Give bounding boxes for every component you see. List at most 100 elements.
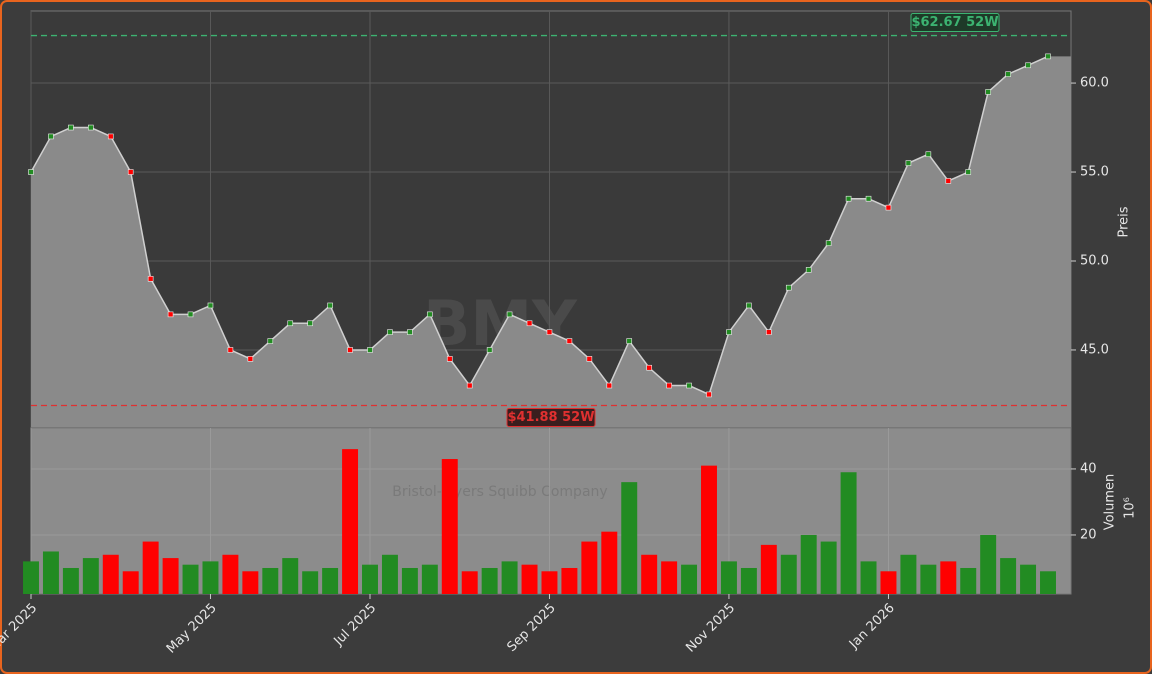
price-point [566, 338, 573, 344]
volume-bar [661, 561, 678, 594]
y-tick-label: 55.0 [1080, 165, 1109, 180]
price-point [68, 124, 74, 131]
volume-bar [162, 558, 179, 594]
price-point [486, 347, 493, 353]
y-axis-label: Preis [1117, 206, 1132, 237]
volume-bar [82, 558, 99, 594]
annotation: $41.88 52W [507, 410, 594, 425]
price-point [546, 329, 553, 335]
price-point [307, 320, 313, 327]
price-point [466, 382, 473, 389]
volume-bar [461, 571, 478, 594]
price-point [167, 311, 174, 318]
volume-bar [880, 571, 897, 594]
price-point [666, 382, 672, 389]
volume-bar [521, 564, 538, 594]
price-point [506, 311, 513, 318]
volume-bar [142, 541, 159, 594]
price-point [766, 329, 772, 335]
annotation-box [506, 407, 596, 427]
price-point [646, 364, 652, 371]
price-point [626, 338, 633, 344]
price-point [387, 329, 393, 335]
volume-bar [481, 567, 498, 594]
price-point [287, 320, 294, 327]
volume-bar [900, 554, 917, 594]
volume-bar [621, 482, 638, 594]
y-tick-label: 50.0 [1080, 253, 1109, 268]
volume-bar [780, 554, 797, 594]
price-point [427, 311, 433, 318]
price-point [446, 356, 453, 362]
price-point [726, 329, 732, 335]
price-point [845, 195, 852, 202]
volume-bar [1000, 558, 1017, 594]
volume-bar [441, 459, 458, 594]
volume-bar [860, 561, 877, 594]
volume-bar [381, 554, 398, 594]
price-point [207, 302, 214, 309]
price-point [885, 204, 892, 211]
volume-bar [561, 567, 578, 594]
price-point [347, 347, 353, 353]
volume-bar [202, 561, 219, 594]
volume-bar [242, 571, 259, 594]
y-tick-label: 40 [1080, 461, 1097, 476]
volume-bar [940, 561, 957, 594]
volume-bar [421, 564, 438, 594]
volume-bar [401, 567, 418, 594]
volume-bar [840, 472, 857, 594]
price-point [965, 169, 972, 175]
volume-bar [182, 564, 199, 594]
price-point [1025, 62, 1031, 69]
price-point [785, 284, 792, 291]
price-point [905, 160, 912, 166]
volume-bar [102, 554, 119, 594]
volume-bar [362, 564, 378, 594]
volume-bar [322, 567, 339, 594]
price-point [805, 267, 812, 273]
volume-bar [641, 554, 658, 594]
volume-bar [720, 561, 737, 594]
watermark-sub: Bristol-Myers Squibb Company [392, 484, 607, 500]
y2-axis-label: Volumen [1103, 474, 1118, 531]
price-point [945, 178, 952, 184]
volume-bar [960, 567, 977, 594]
price-point [147, 275, 154, 282]
price-point [227, 347, 234, 353]
volume-bar [302, 571, 319, 594]
volume-bar [1040, 571, 1056, 594]
volume-bar [342, 449, 359, 594]
price-point [107, 133, 114, 140]
volume-bar [681, 564, 698, 594]
volume-bar [760, 544, 777, 594]
price-area [31, 56, 1071, 428]
annotation: $62.67 52W [911, 15, 998, 30]
volume-bar [42, 551, 59, 594]
volume-bar [920, 564, 937, 594]
price-point [267, 338, 274, 344]
volume-bar [601, 531, 618, 594]
volume-bar [581, 541, 598, 594]
price-point [28, 169, 34, 175]
price-point [407, 329, 413, 335]
volume-bar [701, 465, 717, 594]
volume-bar [122, 571, 139, 594]
price-point [825, 240, 832, 246]
volume-bar [820, 541, 837, 594]
price-point [526, 320, 533, 327]
price-point [985, 89, 991, 95]
y-tick-label: 45.0 [1080, 342, 1109, 357]
price-point [127, 169, 134, 175]
volume-bar [23, 561, 39, 594]
price-point [367, 347, 373, 353]
volume-bar [980, 534, 997, 594]
price-point [1005, 71, 1011, 77]
price-point [606, 382, 613, 389]
price-point [1045, 53, 1051, 60]
volume-bar [1020, 564, 1037, 594]
scale-label: 10⁶ [1123, 497, 1138, 519]
y-tick-label: 60.0 [1080, 76, 1109, 91]
annotation-box [910, 13, 1000, 33]
